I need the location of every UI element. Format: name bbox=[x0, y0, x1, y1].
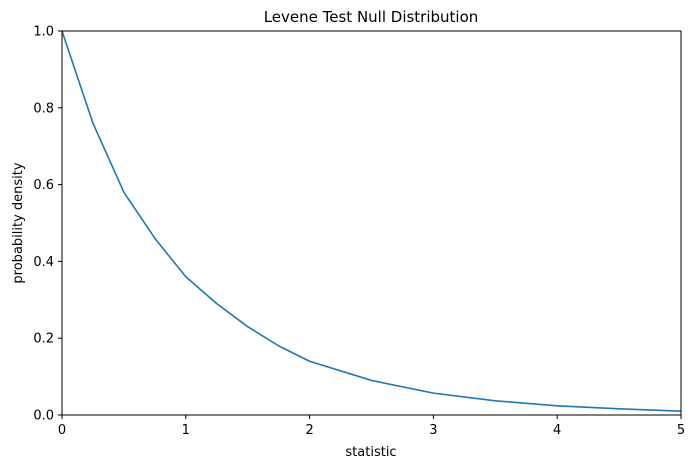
y-tick-label: 0.6 bbox=[33, 178, 54, 193]
y-tick-label: 1.0 bbox=[33, 25, 54, 40]
y-axis: 0.0 0.2 0.4 0.6 0.8 1.0 bbox=[33, 25, 62, 424]
plot-area bbox=[61, 30, 682, 412]
y-tick-label: 0.8 bbox=[33, 101, 54, 116]
x-tick-label: 5 bbox=[677, 423, 685, 438]
x-axis: 0 1 2 3 4 5 bbox=[58, 415, 685, 438]
y-tick-label: 0.4 bbox=[33, 255, 54, 270]
x-tick-label: 0 bbox=[58, 423, 66, 438]
y-axis-label: probability density bbox=[11, 162, 26, 283]
y-tick-label: 0.0 bbox=[33, 409, 54, 424]
x-tick-label: 1 bbox=[182, 423, 190, 438]
series-line-0 bbox=[61, 30, 682, 412]
x-tick-label: 2 bbox=[305, 423, 313, 438]
x-tick-label: 3 bbox=[429, 423, 437, 438]
x-axis-label: statistic bbox=[345, 445, 396, 460]
x-tick-label: 4 bbox=[553, 423, 561, 438]
y-tick-label: 0.2 bbox=[33, 332, 54, 347]
chart-title: Levene Test Null Distribution bbox=[264, 8, 479, 26]
plot-frame bbox=[61, 30, 682, 416]
